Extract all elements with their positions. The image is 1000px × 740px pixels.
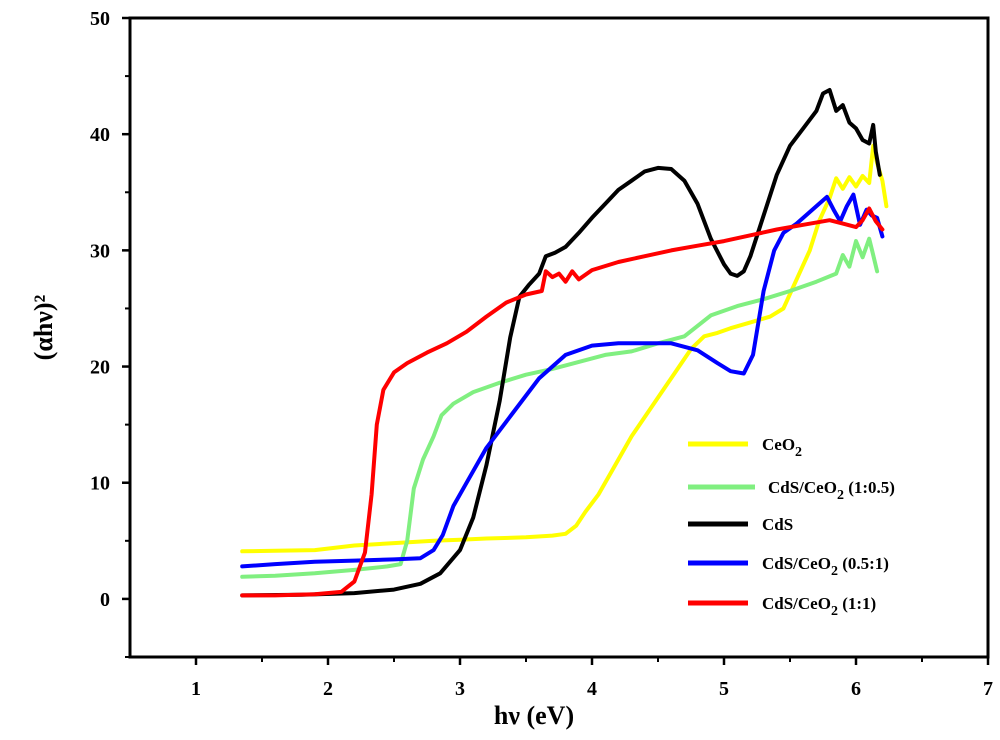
legend: CeO2 CdS/CeO2 (1:0.5) CdS CdS/CeO2 (0.5:1) C…: [688, 435, 895, 619]
series-line-1: [240, 236, 880, 579]
series-line-3: [240, 192, 885, 569]
series-line-0: [240, 143, 889, 554]
series-line-4: [240, 206, 885, 598]
plot-frame: [128, 16, 990, 659]
y-axis-title: (αhν)²: [29, 294, 58, 360]
y-tick-label: 0: [100, 589, 110, 611]
x-tick-label: 1: [191, 678, 201, 700]
legend-label-4: CdS/CeO2 (1:1): [762, 594, 876, 619]
x-axis-title: hν (eV): [494, 701, 574, 730]
plot-border: [128, 16, 990, 659]
y-tick-label: 10: [90, 473, 110, 495]
x-tick-label: 5: [719, 678, 729, 700]
y-tick-label: 40: [90, 124, 110, 146]
x-tick-label: 3: [455, 678, 465, 700]
y-tick-label: 20: [90, 357, 110, 379]
legend-label-1: CdS/CeO2 (1:0.5): [768, 478, 895, 503]
legend-label-0: CeO2: [762, 435, 802, 460]
x-tick-label: 7: [983, 678, 993, 700]
ticks-layer: 1 2 3 4 5 6 7 0 10 20 30 40 50: [90, 8, 993, 700]
x-tick-label: 4: [587, 678, 597, 700]
x-tick-label: 2: [323, 678, 333, 700]
legend-label-2: CdS: [762, 515, 793, 534]
x-tick-label: 6: [851, 678, 861, 700]
y-tick-label: 30: [90, 240, 110, 262]
legend-label-3: CdS/CeO2 (0.5:1): [762, 554, 889, 579]
y-tick-label: 50: [90, 8, 110, 30]
series-line-2: [240, 88, 882, 598]
series-layer: [240, 88, 889, 598]
